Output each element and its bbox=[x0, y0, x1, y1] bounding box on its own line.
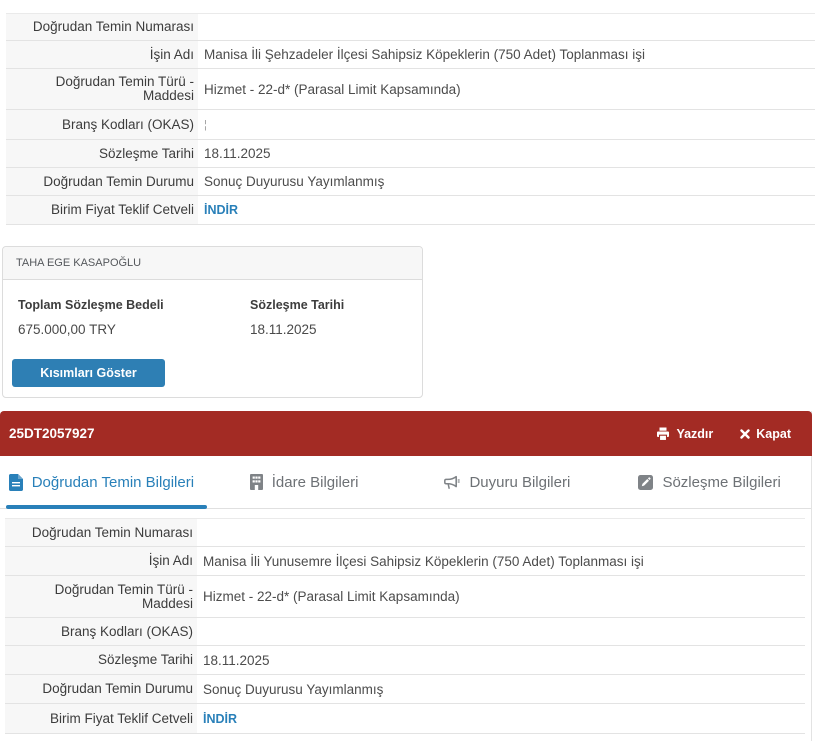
field-label: Sözleşme Tarihi bbox=[250, 298, 345, 312]
total-contract-amount-field: Toplam Sözleşme Bedeli 675.000,00 TRY bbox=[12, 298, 244, 337]
table-row: İşin Adı Manisa İli Şehzadeler İlçesi Sa… bbox=[6, 40, 815, 69]
contractor-card-body: Toplam Sözleşme Bedeli 675.000,00 TRY Sö… bbox=[3, 280, 422, 397]
table-row: Doğrudan Temin Türü - Maddesi Hizmet - 2… bbox=[6, 68, 815, 110]
row-value: ¦ bbox=[198, 109, 815, 140]
close-icon bbox=[740, 428, 750, 439]
direct-procurement-summary-table: Doğrudan Temin Numarası İşin Adı Manisa … bbox=[6, 13, 815, 225]
download-link[interactable]: İNDİR bbox=[203, 711, 238, 726]
document-number: 25DT2057927 bbox=[9, 426, 95, 441]
row-label: Doğrudan Temin Türü - Maddesi bbox=[5, 575, 197, 618]
row-value: Manisa İli Şehzadeler İlçesi Sahipsiz Kö… bbox=[198, 40, 815, 69]
table-row: İşin Adı Manisa İli Yunusemre İlçesi Sah… bbox=[5, 546, 805, 576]
row-value: Sonuç Duyurusu Yayımlanmış bbox=[198, 167, 815, 196]
row-label: Branş Kodları (OKAS) bbox=[5, 617, 197, 646]
row-value: Hizmet - 22-d* (Parasal Limit Kapsamında… bbox=[197, 575, 805, 618]
row-label: İşin Adı bbox=[6, 40, 198, 69]
row-label: Doğrudan Temin Durumu bbox=[6, 167, 198, 196]
building-icon bbox=[249, 474, 263, 490]
close-button[interactable]: Kapat bbox=[740, 427, 791, 441]
table-row: Sözleşme Tarihi 18.11.2025 bbox=[6, 139, 815, 168]
row-value: 18.11.2025 bbox=[198, 139, 815, 168]
tab-duyuru-bilgileri[interactable]: Duyuru Bilgileri bbox=[406, 456, 609, 508]
clipped-text-fragment: ¦ bbox=[204, 119, 207, 131]
printer-icon bbox=[657, 427, 670, 441]
row-value: Hizmet - 22-d* (Parasal Limit Kapsamında… bbox=[198, 68, 815, 110]
table-row: Doğrudan Temin Durumu Sonuç Duyurusu Yay… bbox=[6, 167, 815, 196]
panel-header: 25DT2057927 Yazdır Kapat bbox=[0, 411, 812, 456]
table-row: Branş Kodları (OKAS) bbox=[5, 617, 805, 646]
file-icon bbox=[8, 473, 23, 491]
contractor-name: TAHA EGE KASAPOĞLU bbox=[3, 247, 422, 280]
row-value: İNDİR bbox=[198, 195, 815, 225]
table-row: Birim Fiyat Teklif Cetveli İNDİR bbox=[6, 195, 815, 225]
table-row: Sözleşme Tarihi 18.11.2025 bbox=[5, 645, 805, 675]
row-label: Doğrudan Temin Türü - Maddesi bbox=[6, 68, 198, 110]
row-label: Sözleşme Tarihi bbox=[6, 139, 198, 168]
row-value: Sonuç Duyurusu Yayımlanmış bbox=[197, 674, 805, 704]
table-row: Doğrudan Temin Numarası bbox=[5, 518, 805, 547]
download-link[interactable]: İNDİR bbox=[204, 203, 239, 217]
row-value bbox=[197, 617, 805, 646]
show-parts-button[interactable]: Kısımları Göster bbox=[12, 359, 165, 387]
table-row: Birim Fiyat Teklif Cetveli İNDİR bbox=[5, 703, 805, 734]
row-value bbox=[197, 518, 805, 547]
row-label: Branş Kodları (OKAS) bbox=[6, 109, 198, 140]
tab-idare-bilgileri[interactable]: İdare Bilgileri bbox=[203, 456, 406, 508]
pen-square-icon bbox=[638, 474, 654, 490]
row-label: Doğrudan Temin Numarası bbox=[6, 13, 198, 41]
contract-date-field: Sözleşme Tarihi 18.11.2025 bbox=[244, 298, 344, 337]
direct-procurement-detail-panel: 25DT2057927 Yazdır Kapat bbox=[0, 411, 812, 741]
table-row: Doğrudan Temin Durumu Sonuç Duyurusu Yay… bbox=[5, 674, 805, 704]
megaphone-icon bbox=[444, 475, 461, 489]
field-value: 675.000,00 TRY bbox=[18, 322, 116, 337]
row-label: Sözleşme Tarihi bbox=[5, 645, 197, 675]
row-value bbox=[198, 13, 815, 41]
table-row: Branş Kodları (OKAS) ¦ bbox=[6, 109, 815, 140]
tab-dogrudan-temin-bilgileri[interactable]: Doğrudan Temin Bilgileri bbox=[0, 456, 207, 509]
field-value: 18.11.2025 bbox=[250, 322, 317, 337]
tab-bar: Doğrudan Temin Bilgileri İdare Bilgileri… bbox=[0, 456, 811, 509]
row-label: Birim Fiyat Teklif Cetveli bbox=[6, 195, 198, 225]
table-row: Doğrudan Temin Türü - Maddesi Hizmet - 2… bbox=[5, 575, 805, 618]
print-button[interactable]: Yazdır bbox=[656, 427, 713, 441]
row-label: Birim Fiyat Teklif Cetveli bbox=[5, 703, 197, 734]
contractor-card: TAHA EGE KASAPOĞLU Toplam Sözleşme Bedel… bbox=[2, 246, 423, 398]
row-label: İşin Adı bbox=[5, 546, 197, 576]
row-label: Doğrudan Temin Durumu bbox=[5, 674, 197, 704]
row-value: Manisa İli Yunusemre İlçesi Sahipsiz Köp… bbox=[197, 546, 805, 576]
tab-sozlesme-bilgileri[interactable]: Sözleşme Bilgileri bbox=[608, 456, 811, 508]
row-value: İNDİR bbox=[197, 703, 805, 734]
direct-procurement-info-table: Doğrudan Temin Numarası İşin Adı Manisa … bbox=[5, 518, 805, 734]
table-row: Doğrudan Temin Numarası bbox=[6, 13, 815, 41]
row-label: Doğrudan Temin Numarası bbox=[5, 518, 197, 547]
field-label: Toplam Sözleşme Bedeli bbox=[18, 298, 164, 312]
row-value: 18.11.2025 bbox=[197, 645, 805, 675]
